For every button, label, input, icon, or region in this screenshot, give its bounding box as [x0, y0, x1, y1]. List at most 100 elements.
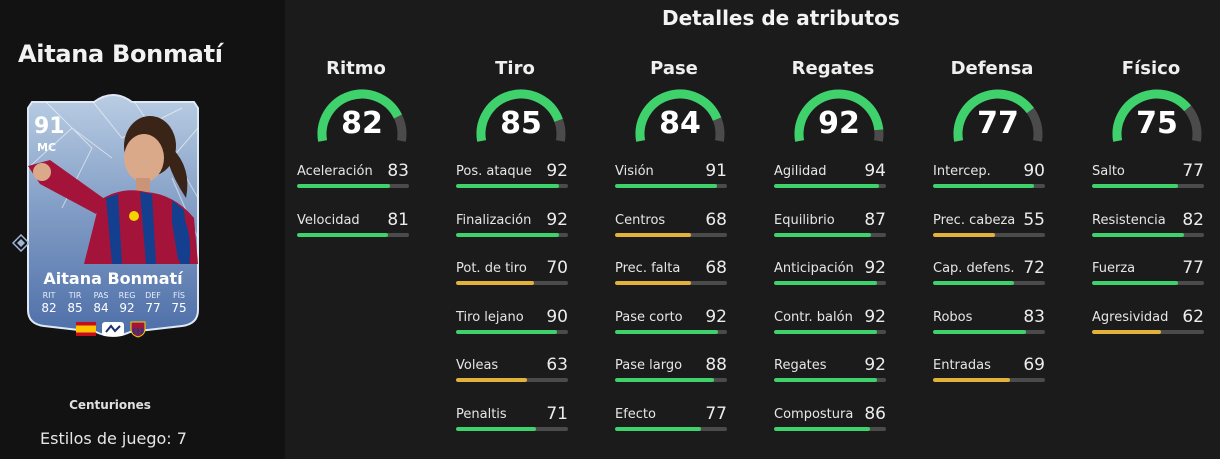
player-card[interactable]: 91 MC Aitana Bonmatí RIT 82 TIR 85 PAS 84 R…	[12, 88, 204, 340]
stat-value: 92	[705, 306, 727, 327]
category-value: 84	[659, 106, 701, 141]
stat-bar-fill	[774, 184, 880, 188]
stat-name: Prec. cabeza	[933, 212, 1016, 228]
stat-value: 81	[387, 209, 409, 230]
stat-bar-track	[615, 281, 727, 286]
stat-name: Salto	[1092, 164, 1125, 179]
stat-row: Contr. balón 92	[774, 307, 892, 338]
stat-name: Finalización	[456, 212, 532, 228]
stat-name: Aceleración	[297, 164, 373, 179]
stat-bar-track	[774, 378, 886, 383]
category-value: 75	[1136, 106, 1178, 141]
card-stat-label: REG	[118, 291, 136, 300]
card-stat-def: DEF 77	[140, 291, 166, 316]
stat-bar-fill	[615, 281, 692, 286]
card-stat-fis: FÍS 75	[166, 291, 192, 316]
stat-row: Efecto 77	[615, 404, 733, 435]
stat-bar-track	[456, 378, 568, 383]
card-position: MC	[37, 141, 57, 154]
stat-bar-fill	[774, 427, 871, 431]
stat-bar-fill	[615, 232, 692, 237]
stat-value: 92	[546, 161, 568, 181]
stat-bar-fill	[456, 184, 560, 188]
stat-bar-fill	[933, 232, 995, 237]
stat-row: Finalización 92	[456, 209, 574, 241]
stat-bar-track	[615, 329, 727, 334]
card-stat-value: 77	[145, 301, 161, 315]
stat-row: Anticipación 92	[774, 258, 892, 289]
stat-value: 92	[546, 209, 568, 230]
stat-bar-track	[1092, 232, 1204, 237]
stat-name: Prec. falta	[615, 261, 681, 277]
stat-value: 70	[546, 258, 568, 279]
stat-bar-fill	[615, 378, 714, 383]
stat-name: Anticipación	[774, 261, 854, 277]
stat-row: Intercep. 90	[933, 161, 1051, 192]
stat-name: Velocidad	[297, 212, 360, 228]
stat-bar-fill	[774, 281, 878, 286]
stat-value: 71	[546, 404, 568, 424]
stat-name: Equilibrio	[774, 212, 835, 228]
stat-row: Pos. ataque 92	[456, 161, 574, 192]
stat-bar-fill	[774, 329, 878, 334]
stat-bar-fill	[1092, 184, 1179, 188]
stat-bar-fill	[456, 427, 536, 431]
stat-bar-track	[933, 184, 1045, 188]
category-gauge	[953, 89, 1043, 142]
stat-name: Agilidad	[774, 164, 827, 179]
card-stat-value: 82	[41, 301, 57, 315]
stat-bar-track	[456, 427, 568, 431]
card-player-name: Aitana Bonmatí	[43, 269, 183, 288]
stat-row: Visión 91	[615, 161, 733, 192]
category-gauge	[476, 89, 566, 142]
card-stat-reg: REG 92	[114, 291, 140, 316]
stat-bar-fill	[615, 329, 719, 334]
stat-value: 92	[864, 355, 886, 376]
stat-bar-fill	[1092, 329, 1162, 334]
stat-row: Regates 92	[774, 355, 892, 386]
stat-row: Voleas 63	[456, 355, 574, 386]
stat-value: 82	[1182, 209, 1204, 230]
stat-value: 77	[705, 404, 727, 424]
category-name: Pase	[650, 58, 698, 79]
gauge-fill	[476, 89, 563, 142]
stat-name: Intercep.	[933, 164, 991, 179]
stat-name: Contr. balón	[774, 309, 853, 325]
stat-row: Prec. falta 68	[615, 258, 733, 289]
gauge-fill	[794, 89, 884, 142]
stat-value: 77	[1182, 258, 1204, 279]
stat-name: Pase corto	[615, 309, 683, 325]
stat-value: 87	[864, 209, 886, 230]
stat-name: Agresividad	[1092, 309, 1169, 325]
stat-value: 68	[705, 258, 727, 279]
stat-row: Fuerza 77	[1092, 258, 1210, 289]
stat-bar-track	[297, 184, 409, 188]
card-background	[27, 94, 199, 337]
category-name: Regates	[791, 58, 875, 79]
stat-value: 88	[705, 355, 727, 376]
stat-bar-track	[456, 184, 568, 188]
stat-name: Tiro lejano	[456, 309, 524, 325]
player-panel: Aitana Bonmatí	[0, 0, 285, 459]
stat-bar-track	[933, 378, 1045, 383]
category-gauge	[1112, 89, 1202, 142]
stat-name: Compostura	[774, 407, 854, 422]
card-stat-label: RIT	[42, 291, 56, 300]
stat-row: Pot. de tiro 70	[456, 258, 574, 289]
stat-bar-track	[456, 329, 568, 334]
category-value: 92	[818, 106, 860, 141]
card-stat-label: DEF	[145, 291, 161, 300]
category-name: Defensa	[950, 58, 1034, 79]
stat-bar-fill	[933, 184, 1034, 188]
stat-bar-fill	[615, 184, 717, 188]
stat-value: 63	[546, 355, 568, 376]
gauge-fill	[1112, 89, 1192, 142]
playstyles-count[interactable]: Estilos de juego: 7	[40, 429, 187, 448]
stat-row: Agilidad 94	[774, 161, 892, 192]
card-stat-value: 85	[67, 301, 83, 315]
category-value: 82	[341, 106, 383, 141]
stat-bar-track	[774, 281, 886, 286]
stat-bar-track	[1092, 184, 1204, 188]
stat-bar-fill	[774, 232, 872, 237]
attributes-title: Detalles de atributos	[662, 6, 900, 30]
